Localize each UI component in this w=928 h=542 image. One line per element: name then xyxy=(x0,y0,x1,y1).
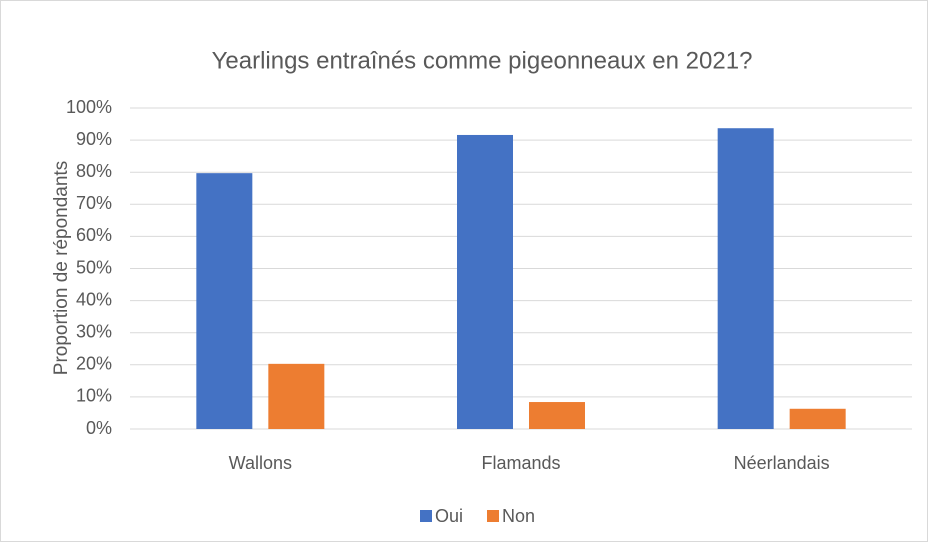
y-tick-label: 80% xyxy=(76,161,112,181)
y-tick-label: 90% xyxy=(76,129,112,149)
y-tick-label: 20% xyxy=(76,354,112,374)
y-tick-label: 10% xyxy=(76,386,112,406)
bar xyxy=(529,402,585,429)
y-tick-label: 30% xyxy=(76,321,112,341)
chart-title: Yearlings entraînés comme pigeonneaux en… xyxy=(212,47,753,74)
y-tick-label: 0% xyxy=(86,418,112,438)
legend-swatch xyxy=(487,510,499,522)
bar xyxy=(196,173,253,429)
y-tick-label: 60% xyxy=(76,225,112,245)
y-axis-label: Proportion de répondants xyxy=(51,161,72,375)
y-tick-label: 50% xyxy=(76,257,112,277)
bar xyxy=(717,128,774,429)
y-tick-label: 40% xyxy=(76,289,112,309)
bar xyxy=(789,408,846,429)
legend-label: Oui xyxy=(435,506,463,526)
bar xyxy=(268,363,325,429)
legend-swatch xyxy=(420,510,432,522)
bar xyxy=(457,134,513,430)
x-tick-label: Néerlandais xyxy=(734,453,830,473)
y-tick-label: 70% xyxy=(76,193,112,213)
legend-label: Non xyxy=(502,506,535,526)
x-tick-label: Flamands xyxy=(481,453,560,473)
y-tick-label: 100% xyxy=(66,97,112,117)
x-tick-label: Wallons xyxy=(229,453,292,473)
